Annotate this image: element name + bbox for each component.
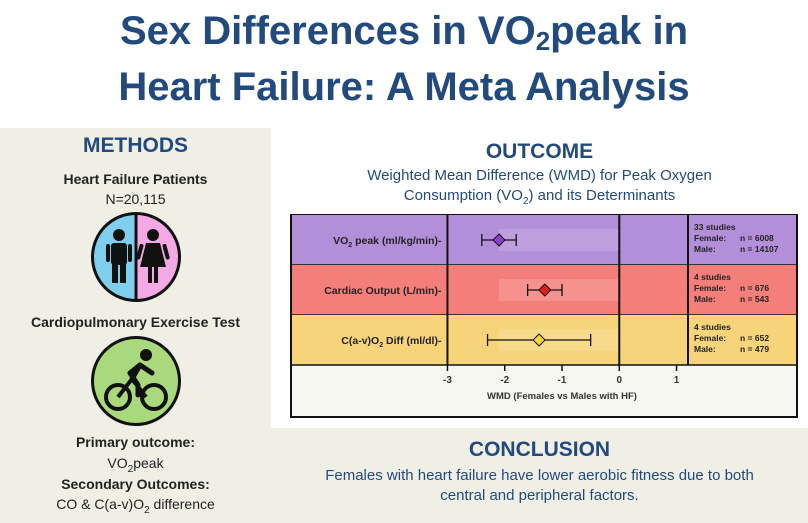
conclusion-header: CONCLUSION bbox=[468, 438, 611, 461]
conclusion-panel: CONCLUSION Females with heart failure ha… bbox=[271, 428, 808, 523]
estimate-marker bbox=[532, 333, 546, 347]
male-n: n = 14107 bbox=[740, 244, 779, 254]
female-n: n = 652 bbox=[740, 333, 769, 343]
outcome-subtitle-line-1: Weighted Mean Difference (WMD) for Peak … bbox=[367, 167, 712, 184]
population-n: N=20,115 bbox=[105, 191, 166, 207]
row-band bbox=[292, 215, 796, 265]
row-label: C(a-v)O2 Diff (ml/dl)- bbox=[341, 335, 442, 349]
x-axis-label: WMD (Females vs Males with HF) bbox=[487, 391, 637, 402]
outcome-header: OUTCOME bbox=[485, 140, 594, 163]
primary-outcome-value: VO2peak bbox=[107, 455, 164, 475]
estimate-marker bbox=[492, 233, 506, 247]
male-n: n = 543 bbox=[740, 294, 769, 304]
study-count: 4 studies bbox=[694, 322, 731, 332]
main-title: Sex Differences in VO2peak in Heart Fail… bbox=[0, 8, 808, 110]
patients-icon bbox=[91, 212, 181, 302]
row-inner-band bbox=[499, 229, 620, 251]
bicycle-rider-icon bbox=[104, 349, 168, 411]
male-label: Male: bbox=[694, 344, 716, 354]
title-line-1: Sex Differences in VO2peak in bbox=[119, 9, 689, 56]
female-label: Female: bbox=[694, 233, 726, 243]
row-label: VO2 peak (ml/kg/min)- bbox=[333, 235, 442, 249]
x-tick-label: 1 bbox=[674, 375, 680, 386]
row-label: Cardiac Output (L/min)- bbox=[324, 285, 442, 297]
secondary-outcome-label: Secondary Outcomes: bbox=[61, 476, 210, 492]
population-label: Heart Failure Patients bbox=[63, 171, 208, 187]
primary-outcome-label: Primary outcome: bbox=[75, 434, 196, 450]
test-label: Cardiopulmonary Exercise Test bbox=[30, 314, 241, 330]
conclusion-line-2: central and peripheral factors. bbox=[440, 487, 639, 504]
study-count: 4 studies bbox=[694, 272, 731, 282]
x-tick-label: -1 bbox=[558, 375, 567, 386]
cycling-icon bbox=[91, 336, 181, 426]
study-count: 33 studies bbox=[694, 222, 736, 232]
x-tick-label: 0 bbox=[616, 375, 622, 386]
male-label: Male: bbox=[694, 244, 716, 254]
female-label: Female: bbox=[694, 283, 726, 293]
title-line-2: Heart Failure: A Meta Analysis bbox=[118, 65, 690, 109]
estimate-marker bbox=[538, 283, 552, 297]
female-label: Female: bbox=[694, 333, 726, 343]
secondary-outcome-value: CO & C(a-v)O2 difference bbox=[56, 496, 215, 516]
methods-header: METHODS bbox=[83, 134, 188, 157]
female-n: n = 676 bbox=[740, 283, 769, 293]
female-n: n = 6008 bbox=[740, 233, 774, 243]
male-label: Male: bbox=[694, 294, 716, 304]
male-n: n = 479 bbox=[740, 344, 769, 354]
male-female-icon bbox=[106, 215, 170, 299]
x-tick-label: -3 bbox=[443, 375, 452, 386]
outcome-subtitle-line-2: Consumption (VO2) and its Determinants bbox=[403, 187, 676, 207]
x-tick-label: -2 bbox=[500, 375, 509, 386]
methods-panel: METHODS Heart Failure Patients N=20,115 … bbox=[0, 128, 271, 523]
conclusion-line-1: Females with heart failure have lower ae… bbox=[325, 467, 754, 484]
